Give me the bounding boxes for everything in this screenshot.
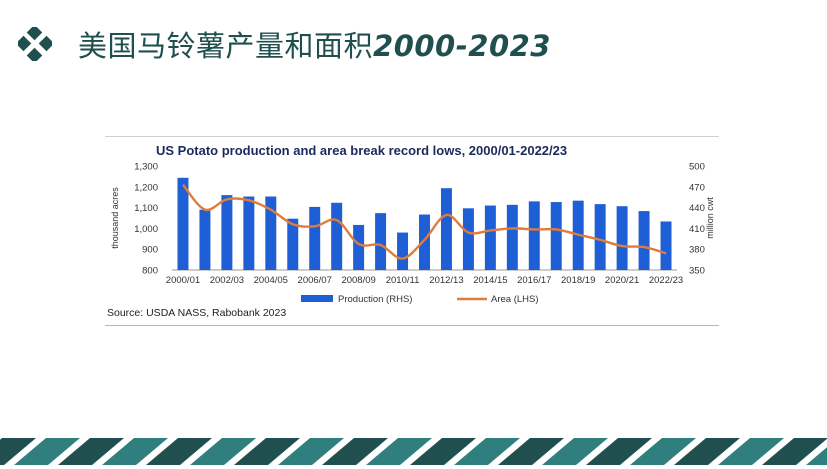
decorative-chevron-shape <box>762 438 827 465</box>
production-bar <box>309 206 321 270</box>
decorative-chevron-shape <box>718 438 784 465</box>
y-left-axis-label: thousand acres <box>110 187 120 249</box>
slide-header: 美国马铃薯产量和面积2000-2023 <box>15 22 551 66</box>
production-bar <box>528 201 540 270</box>
chart-plot: 1,300 1,200 1,100 1,000 900 800 500 470 440 410 38… <box>110 162 715 306</box>
y-right-axis-label: million cwt <box>705 197 715 239</box>
decorative-chevron-shape <box>542 438 608 465</box>
decorative-chevron-shape <box>234 438 300 465</box>
y-left-tick-label: 900 <box>142 245 158 256</box>
production-bar <box>638 211 650 270</box>
production-bar <box>419 214 430 270</box>
y-right-tick-label: 380 <box>689 245 705 256</box>
decorative-chevron-shape <box>102 438 168 465</box>
decorative-chevron-shape <box>806 447 827 465</box>
x-tick-label: 2022/23 <box>649 275 683 286</box>
y-right-tick-label: 500 <box>689 162 705 173</box>
production-bar <box>440 188 452 270</box>
decorative-chevron-shape <box>190 438 256 465</box>
x-tick-label: 2018/19 <box>561 275 595 286</box>
production-bar <box>331 202 343 270</box>
production-bar <box>287 218 299 270</box>
decorative-chevron-shape <box>630 438 696 465</box>
y-right-tick-label: 410 <box>689 224 705 235</box>
decorative-chevron-shape <box>454 438 520 465</box>
x-tick-label: 2000/01 <box>166 275 200 286</box>
production-bar <box>506 204 518 270</box>
y-left-tick-label: 1,300 <box>134 162 158 173</box>
decorative-chevron-shape <box>586 438 652 465</box>
slide-title-years: 2000-2023 <box>373 29 551 63</box>
y-left-tick-label: 1,100 <box>134 203 158 214</box>
y-left-tick-label: 800 <box>142 266 158 277</box>
production-bar <box>353 224 365 270</box>
x-tick-label: 2014/15 <box>473 275 507 286</box>
x-tick-label: 2004/05 <box>254 275 288 286</box>
decorative-band <box>0 438 827 465</box>
chart-card: US Potato production and area break reco… <box>105 136 719 326</box>
legend-area-label: Area (LHS) <box>491 294 539 305</box>
decorative-chevron-shape <box>498 438 564 465</box>
decorative-chevron-shape <box>410 438 476 465</box>
x-tick-label: 2016/17 <box>517 275 551 286</box>
decorative-chevron-shape <box>58 438 124 465</box>
x-tick-label: 2012/13 <box>429 275 463 286</box>
slide-title-cn: 美国马铃薯产量和面积 <box>78 29 374 63</box>
chart-source: Source: USDA NASS, Rabobank 2023 <box>107 307 287 319</box>
decorative-chevron-shape <box>278 438 344 465</box>
production-bar <box>221 195 233 270</box>
production-bar <box>375 213 387 270</box>
production-bar <box>462 208 474 270</box>
chart-top-rule <box>105 136 719 137</box>
production-bar <box>594 204 606 270</box>
production-bar <box>177 177 189 270</box>
chart-bottom-rule <box>105 325 719 326</box>
production-bar <box>199 209 211 270</box>
production-bar <box>550 202 562 270</box>
decorative-chevron-shape <box>674 438 740 465</box>
chart-title: US Potato production and area break reco… <box>156 143 568 158</box>
production-bar <box>616 206 628 270</box>
production-bar <box>265 196 277 270</box>
x-tick-label: 2020/21 <box>605 275 639 286</box>
production-bar <box>484 205 496 270</box>
x-tick-label: 2008/09 <box>341 275 375 286</box>
decorative-chevron-shape <box>322 438 388 465</box>
decorative-chevrons <box>0 438 827 465</box>
decorative-chevron-shape <box>0 438 36 465</box>
y-right-tick-label: 470 <box>689 182 705 193</box>
y-left-tick-label: 1,200 <box>134 182 158 193</box>
y-right-tick-label: 350 <box>689 266 705 277</box>
x-tick-label: 2010/11 <box>386 275 420 286</box>
decorative-chevron-shape <box>366 438 432 465</box>
decorative-chevron-shape <box>146 438 212 465</box>
legend-production-label: Production (RHS) <box>338 294 412 305</box>
y-right-tick-label: 440 <box>689 203 705 214</box>
production-bar <box>243 196 255 270</box>
x-tick-label: 2002/03 <box>210 275 244 286</box>
area-line <box>182 183 667 260</box>
y-left-tick-label: 1,000 <box>134 224 158 235</box>
x-tick-label: 2006/07 <box>298 275 332 286</box>
legend-production-swatch <box>301 295 333 302</box>
decorative-chevron-shape <box>14 438 80 465</box>
production-bar <box>397 232 409 270</box>
slide-title: 美国马铃薯产量和面积2000-2023 <box>78 23 551 65</box>
production-bar <box>660 221 672 270</box>
diamond-bullet-icon <box>15 24 55 64</box>
